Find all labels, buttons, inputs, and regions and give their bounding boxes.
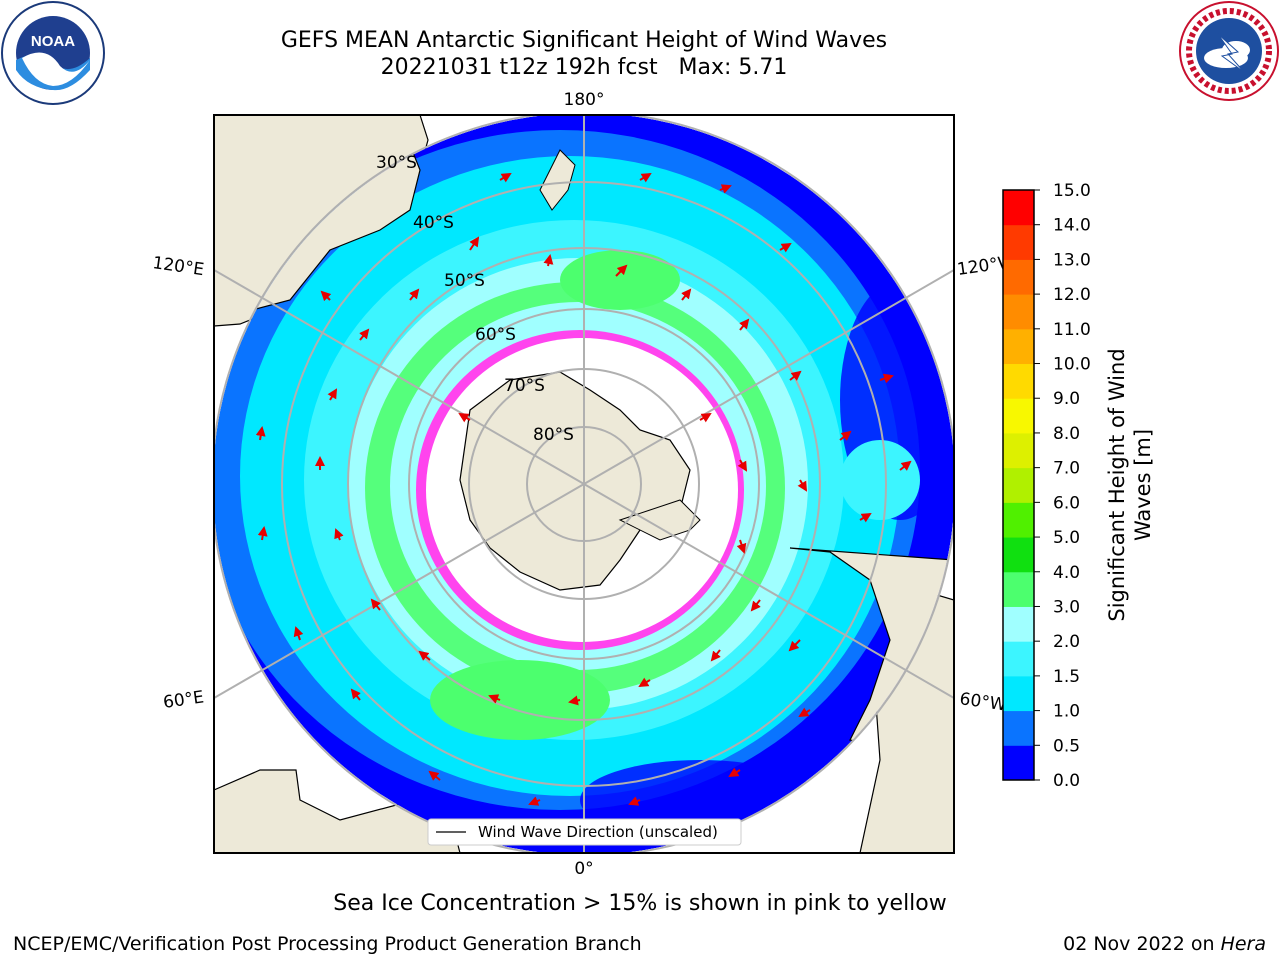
lat-label-40: 40°S <box>413 213 454 233</box>
nws-logo <box>1179 1 1279 101</box>
lat-label-30: 30°S <box>376 153 417 173</box>
colorbar-tick-label: 8.0 <box>1053 424 1080 444</box>
chart-subtitle: 20221031 t12z 192h fcst Max: 5.71 <box>380 55 788 80</box>
noaa-logo: NOAA <box>1 1 105 105</box>
colorbar-tick-label: 4.0 <box>1053 563 1080 583</box>
lon-label-bottom: 0° <box>574 859 593 879</box>
colorbar-tick-label: 13.0 <box>1053 250 1091 270</box>
gridlines <box>214 115 954 853</box>
legend-label: Wind Wave Direction (unscaled) <box>478 823 718 841</box>
colorbar-segment <box>1003 224 1034 260</box>
lat-label-50: 50°S <box>444 271 485 291</box>
colorbar-segment <box>1003 328 1034 365</box>
colorbar-tick-label: 9.0 <box>1053 389 1080 409</box>
colorbar-segment <box>1003 467 1034 503</box>
lat-label-60: 60°S <box>475 325 516 345</box>
lon-label-upper-left: 120°E <box>151 253 205 280</box>
colorbar-tick-label: 2.0 <box>1053 632 1080 652</box>
colorbar-tick-label: 0.5 <box>1053 736 1080 756</box>
map-legend: Wind Wave Direction (unscaled) <box>427 818 742 846</box>
colorbar-tick-label: 14.0 <box>1053 216 1091 236</box>
colorbar-tick-label: 11.0 <box>1053 320 1091 340</box>
colorbar-tick-label: 7.0 <box>1053 459 1080 479</box>
colorbar-segment <box>1003 502 1034 538</box>
colorbar-tick-label: 6.0 <box>1053 493 1080 513</box>
colorbar-tick-label: 3.0 <box>1053 597 1080 617</box>
colorbar-label: Significant Height of Wind Waves [m] <box>1105 348 1155 621</box>
machine-name: Hera <box>1220 933 1266 955</box>
lon-label-top: 180° <box>564 90 605 110</box>
sea-ice-note: Sea Ice Concentration > 15% is shown in … <box>333 891 947 916</box>
colorbar-label-line2: Waves [m] <box>1131 429 1155 541</box>
colorbar-segment <box>1003 398 1034 434</box>
colorbar-segment <box>1003 432 1034 469</box>
lat-labels: 30°S 40°S 50°S 60°S 70°S 80°S <box>376 153 574 445</box>
colorbar-tick-label: 12.0 <box>1053 285 1091 305</box>
colorbar-tick-label: 0.0 <box>1053 771 1080 791</box>
colorbar-label-line1: Significant Height of Wind <box>1105 348 1129 621</box>
noaa-logo-text: NOAA <box>31 33 75 50</box>
chart-title: GEFS MEAN Antarctic Significant Height o… <box>280 28 888 53</box>
colorbar-segment <box>1003 675 1034 712</box>
colorbar-segment <box>1003 606 1034 642</box>
lon-label-lower-left: 60°E <box>162 687 205 712</box>
colorbar-tick-label: 1.5 <box>1053 667 1080 687</box>
colorbar-segment <box>1003 710 1034 746</box>
date-label: 02 Nov 2022 on Hera <box>1063 933 1266 955</box>
wave-direction-arrows <box>255 172 912 806</box>
map-frame <box>213 114 955 854</box>
colorbar-segment <box>1003 537 1034 573</box>
colorbar-tick-label: 5.0 <box>1053 528 1080 548</box>
lon-label-lower-right: 60°W <box>958 689 1007 715</box>
date-text: 02 Nov 2022 on <box>1063 933 1221 955</box>
colorbar-tick-label: 1.0 <box>1053 702 1080 722</box>
colorbar-segment <box>1003 745 1034 781</box>
colorbar-segment <box>1003 294 1034 330</box>
lat-label-80: 80°S <box>533 425 574 445</box>
colorbar-segment <box>1003 641 1034 677</box>
colorbar-segment <box>1003 571 1034 607</box>
colorbar-tick-label: 15.0 <box>1053 181 1091 201</box>
colorbar-frame <box>1002 189 1035 781</box>
branch-label: NCEP/EMC/Verification Post Processing Pr… <box>13 933 642 955</box>
colorbar-tick-label: 10.0 <box>1053 355 1091 375</box>
colorbar: 0.0 0.5 1.0 1.5 2.0 3.0 4.0 5.0 6.0 7.0 8.0 9.0 10.0… <box>1002 181 1091 791</box>
colorbar-segment <box>1003 363 1034 399</box>
colorbar-segment <box>1003 259 1034 295</box>
colorbar-segment <box>1003 190 1034 226</box>
lat-label-70: 70°S <box>504 376 545 396</box>
